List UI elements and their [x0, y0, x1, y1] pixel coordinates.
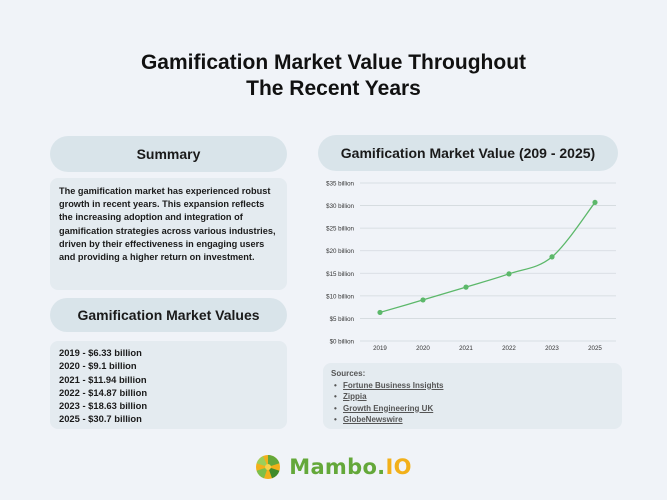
- source-link[interactable]: Fortune Business Insights: [334, 380, 614, 392]
- brand-name-main: Mambo.: [289, 455, 386, 479]
- market-value-item: 2022 - $14.87 billion: [59, 386, 148, 398]
- brand-name: Mambo.IO: [289, 455, 411, 479]
- market-values-heading: Gamification Market Values: [50, 298, 287, 332]
- data-point: [592, 199, 598, 206]
- x-tick-label: 2020: [416, 345, 430, 352]
- market-value-item: 2021 - $11.94 billion: [59, 373, 147, 385]
- page-title-line1: Gamification Market Value Throughout: [140, 51, 527, 74]
- x-tick-label: 2021: [459, 345, 473, 352]
- line-chart: $0 billion $5 billion $10 billion $15 billi…: [318, 176, 628, 356]
- y-tick-label: $10 billion: [326, 293, 354, 300]
- data-point: [463, 284, 469, 290]
- y-tick-label: $0 billion: [330, 339, 355, 346]
- sources-panel: Sources: Fortune Business Insights Zippi…: [323, 363, 622, 429]
- y-tick-label: $30 billion: [326, 203, 354, 210]
- x-tick-label: 2023: [545, 345, 559, 352]
- brand-name-accent: IO: [385, 455, 412, 479]
- y-tick-label: $15 billion: [326, 271, 354, 278]
- summary-heading: Summary: [50, 136, 287, 172]
- data-point: [420, 297, 426, 303]
- y-tick-label: $35 billion: [326, 181, 354, 188]
- x-tick-label: 2025: [588, 345, 602, 352]
- chart-heading: Gamification Market Value (209 - 2025): [318, 135, 618, 171]
- x-tick-label: 2022: [502, 345, 516, 352]
- market-value-item: 2025 - $30.7 billion: [59, 413, 142, 425]
- data-point: [377, 309, 383, 316]
- brand-footer: Mambo.IO: [0, 452, 667, 482]
- source-link[interactable]: GlobeNewswire: [334, 414, 614, 426]
- y-tick-label: $25 billion: [326, 226, 354, 233]
- page-title: Gamification Market Value Throughout The…: [0, 50, 667, 102]
- x-tick-label: 2019: [373, 345, 387, 352]
- series-line: [379, 202, 596, 314]
- sources-heading: Sources:: [331, 369, 366, 378]
- market-values-list: 2019 - $6.33 billion 2020 - $9.1 billion…: [50, 341, 287, 429]
- market-value-item: 2023 - $18.63 billion: [59, 400, 148, 412]
- page-title-line2: The Recent Years: [246, 77, 421, 100]
- data-point: [549, 254, 555, 260]
- sources-list: Fortune Business Insights Zippia Growth …: [331, 380, 614, 426]
- y-tick-label: $5 billion: [330, 316, 355, 323]
- market-value-item: 2019 - $6.33 billion: [59, 347, 142, 358]
- y-tick-label: $20 billion: [326, 248, 354, 255]
- chart-svg: $0 billion $5 billion $10 billion $15 billi…: [326, 181, 616, 352]
- market-value-item: 2020 - $9.1 billion: [59, 360, 137, 372]
- data-point: [506, 271, 512, 277]
- source-link[interactable]: Growth Engineering UK: [334, 403, 614, 415]
- mambo-logo-icon: [256, 455, 281, 479]
- source-link[interactable]: Zippia: [334, 391, 614, 403]
- summary-text: The gamification market has experienced …: [50, 178, 287, 290]
